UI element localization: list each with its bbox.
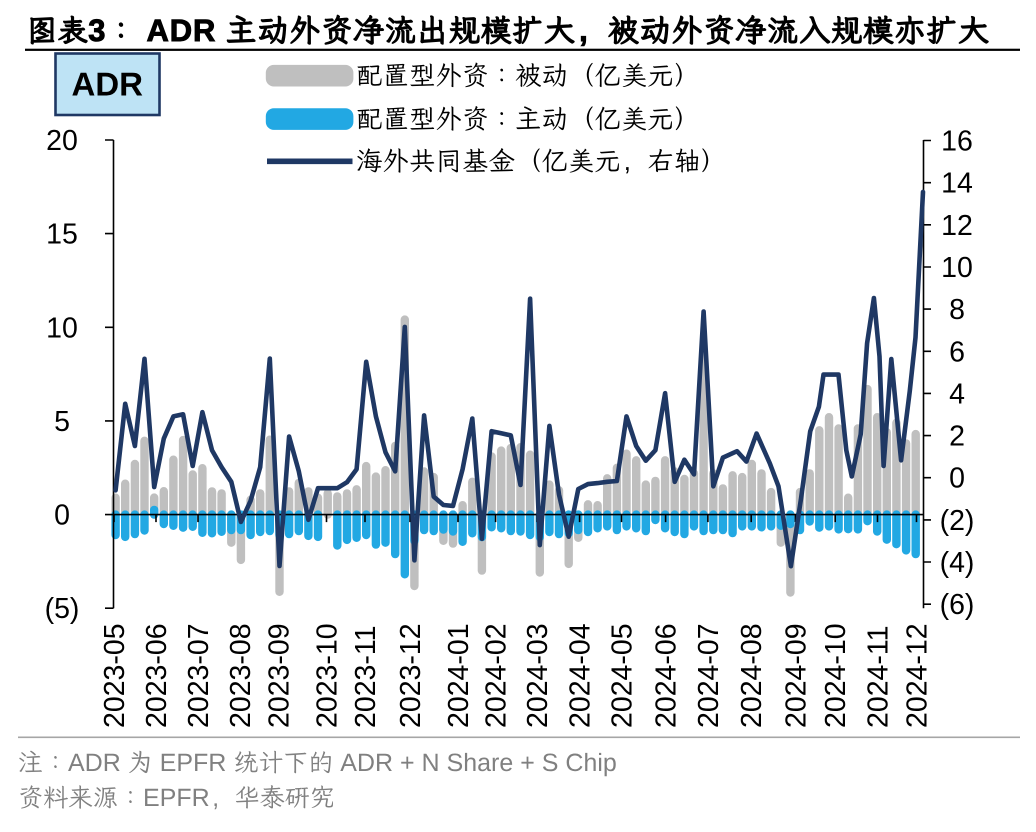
svg-text:20: 20 (46, 125, 78, 157)
svg-text:2023-11: 2023-11 (350, 626, 382, 728)
svg-text:2024-12: 2024-12 (902, 623, 934, 728)
svg-text:2024-03: 2024-03 (522, 623, 554, 728)
svg-text:2024-10: 2024-10 (820, 623, 852, 728)
svg-text:(5): (5) (45, 593, 80, 625)
svg-text:2024-05: 2024-05 (607, 623, 639, 728)
svg-text:10: 10 (941, 252, 973, 284)
svg-text:2024-02: 2024-02 (481, 623, 513, 728)
svg-text:2024-09: 2024-09 (780, 623, 812, 728)
svg-text:(4): (4) (940, 547, 975, 579)
svg-text:12: 12 (941, 210, 973, 242)
svg-text:2024-04: 2024-04 (565, 623, 597, 728)
svg-text:2023-09: 2023-09 (264, 623, 296, 728)
svg-text:2023-08: 2023-08 (225, 623, 257, 728)
svg-text:15: 15 (46, 219, 78, 251)
svg-text:2024-08: 2024-08 (736, 623, 768, 728)
svg-text:5: 5 (54, 406, 70, 438)
svg-text:2023-06: 2023-06 (141, 623, 173, 728)
svg-text:2023-10: 2023-10 (312, 623, 344, 728)
svg-text:2023-12: 2023-12 (395, 623, 427, 728)
svg-text:2024-01: 2024-01 (443, 623, 475, 728)
svg-text:(2): (2) (940, 505, 975, 537)
svg-text:6: 6 (949, 336, 965, 368)
svg-text:2023-07: 2023-07 (183, 623, 215, 728)
svg-text:14: 14 (941, 168, 973, 200)
svg-text:10: 10 (46, 312, 78, 344)
svg-text:16: 16 (941, 126, 973, 158)
svg-text:4: 4 (949, 378, 965, 410)
svg-text:2024-07: 2024-07 (693, 623, 725, 728)
svg-text:2024-11: 2024-11 (863, 626, 895, 728)
svg-text:0: 0 (54, 500, 70, 532)
svg-text:2: 2 (949, 421, 965, 453)
svg-text:2023-05: 2023-05 (99, 623, 131, 728)
svg-text:2024-06: 2024-06 (651, 623, 683, 728)
svg-text:0: 0 (949, 463, 965, 495)
svg-text:(6): (6) (940, 589, 975, 621)
svg-text:8: 8 (949, 294, 965, 326)
